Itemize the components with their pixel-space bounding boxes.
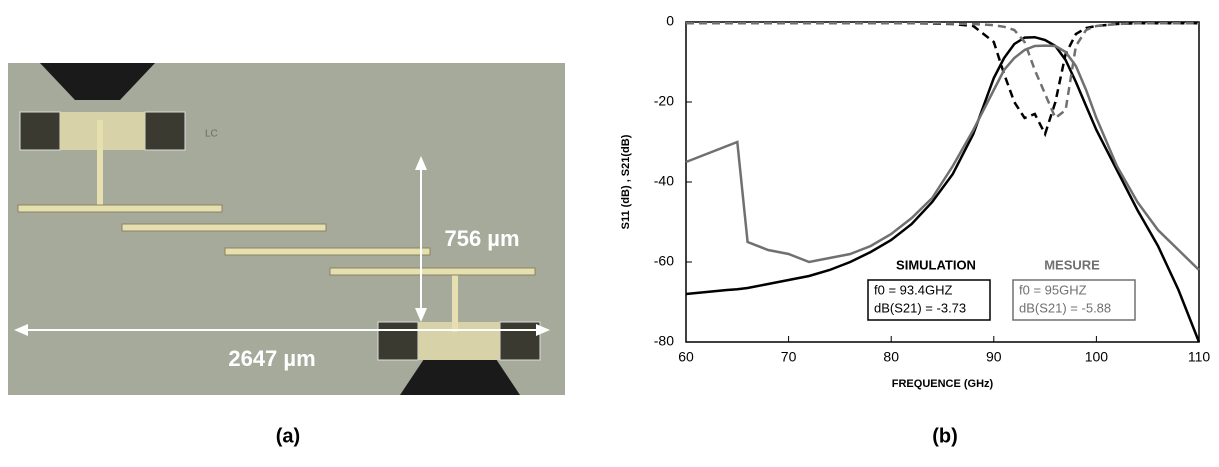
series-line <box>685 44 1200 271</box>
arrowhead <box>415 308 427 322</box>
probe-top <box>40 63 155 100</box>
legend-line: dB(S21) = -3.73 <box>874 300 966 315</box>
photo: 756 µm 2647 µm LC <box>8 63 565 395</box>
series-line <box>685 35 1201 343</box>
series-line <box>686 21 1199 120</box>
caption: (a) <box>276 425 300 447</box>
x-tick-label: 90 <box>986 349 1002 365</box>
pad <box>19 111 61 151</box>
y-tick-label: 0 <box>666 13 674 29</box>
legend-title: MESURE <box>1044 257 1100 272</box>
x-axis-label: FREQUENCE (GHz) <box>892 378 994 390</box>
legend-line: f0 = 95GHZ <box>1019 282 1087 297</box>
chip-label: LC <box>205 129 218 140</box>
x-tick-label: 60 <box>678 349 694 365</box>
x-tick-label: 110 <box>1188 349 1211 365</box>
arrowhead <box>415 156 427 170</box>
legend-line: f0 = 93.4GHZ <box>874 282 952 297</box>
dimension-label: 756 µm <box>444 226 519 251</box>
caption: (b) <box>932 425 958 447</box>
pad <box>499 321 541 361</box>
x-tick-label: 80 <box>883 349 899 365</box>
strip <box>17 204 223 213</box>
y-tick-label: -80 <box>654 333 674 349</box>
probe-bottom <box>400 350 520 395</box>
y-axis-label: S11 (dB) , S21(dB) <box>620 134 632 229</box>
feed <box>97 120 103 208</box>
x-tick-label: 70 <box>781 349 797 365</box>
y-tick-label: -40 <box>654 173 674 189</box>
y-tick-label: -20 <box>654 93 674 109</box>
arrowhead <box>536 324 550 336</box>
dimension-label: 2647 µm <box>228 346 315 371</box>
strip <box>224 247 431 256</box>
pad <box>418 322 500 360</box>
arrowhead <box>14 324 28 336</box>
feed <box>452 272 458 332</box>
legend-line: dB(S21) = -5.88 <box>1019 300 1111 315</box>
series-line <box>686 21 1199 138</box>
pad <box>144 111 186 151</box>
x-tick-label: 100 <box>1085 349 1109 365</box>
strip <box>121 223 327 232</box>
pad <box>377 321 419 361</box>
legend-box <box>867 279 991 321</box>
y-tick-label: -60 <box>654 253 674 269</box>
strip <box>329 267 536 276</box>
legend-box <box>1012 279 1136 321</box>
legend-title: SIMULATION <box>896 257 976 272</box>
